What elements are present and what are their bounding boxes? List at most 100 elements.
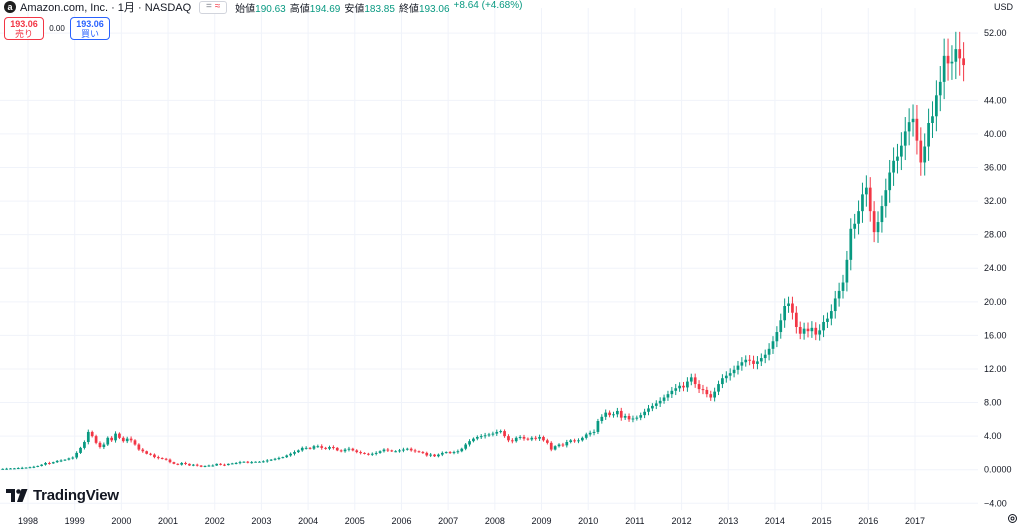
candle bbox=[670, 386, 674, 398]
candle bbox=[195, 463, 199, 467]
currency-label[interactable]: USD bbox=[994, 2, 1014, 12]
candle bbox=[141, 447, 145, 453]
candle bbox=[592, 429, 596, 436]
candle bbox=[588, 430, 592, 437]
candle-body bbox=[67, 458, 71, 460]
candle bbox=[363, 452, 366, 455]
price-axis[interactable]: 52.00 44.00 40.00 36.00 32.00 28.00 24.00 20.00… bbox=[984, 28, 1012, 508]
amazon-logo-icon[interactable]: a bbox=[4, 1, 16, 13]
candle bbox=[635, 415, 639, 421]
candle bbox=[903, 117, 907, 161]
candle bbox=[942, 38, 946, 100]
candle-body bbox=[440, 452, 444, 455]
candle-body bbox=[71, 457, 75, 459]
symbol-title[interactable]: Amazon.com, Inc. · 1月 · NASDAQ bbox=[20, 2, 192, 14]
x-tick-label: 1999 bbox=[65, 516, 85, 526]
candle-body bbox=[106, 437, 110, 445]
gear-icon[interactable] bbox=[1007, 513, 1018, 524]
candle bbox=[440, 451, 444, 457]
candle-body bbox=[829, 311, 833, 319]
candle-body bbox=[405, 448, 409, 450]
candle-body bbox=[153, 454, 156, 458]
candle-body bbox=[900, 145, 903, 157]
candle bbox=[226, 463, 230, 466]
candle-body bbox=[619, 410, 623, 418]
candle-body bbox=[693, 377, 697, 385]
candle-body bbox=[639, 415, 643, 418]
candle bbox=[207, 464, 211, 467]
candle-body bbox=[736, 365, 740, 370]
candle-body bbox=[1, 468, 5, 470]
candle bbox=[215, 463, 219, 466]
candle-body bbox=[483, 435, 487, 437]
candle-body bbox=[394, 451, 397, 453]
time-axis[interactable]: 1998 1999 2000 2001 2002 2003 2004 2005 2006 2007… bbox=[18, 516, 925, 526]
x-tick-label: 2005 bbox=[345, 516, 365, 526]
candle-body bbox=[849, 228, 853, 260]
candle-body bbox=[137, 444, 141, 450]
candle-body bbox=[437, 454, 440, 457]
high-label: 高値 bbox=[289, 3, 310, 15]
candle-body bbox=[226, 463, 230, 466]
candle bbox=[721, 374, 724, 389]
candle bbox=[802, 322, 806, 340]
candle bbox=[86, 429, 90, 445]
candle-body bbox=[596, 421, 600, 432]
candle-body bbox=[223, 464, 226, 466]
candle-body bbox=[888, 172, 892, 191]
candle-body bbox=[896, 156, 899, 161]
candle-body bbox=[429, 454, 433, 456]
candle bbox=[693, 373, 697, 388]
candle-body bbox=[16, 468, 20, 470]
tradingview-logo[interactable]: TradingView bbox=[6, 487, 119, 504]
candle-body bbox=[903, 131, 907, 146]
candle-body bbox=[378, 451, 382, 453]
candle bbox=[900, 132, 903, 171]
candle bbox=[79, 446, 82, 454]
candle-body bbox=[448, 452, 452, 454]
candle-body bbox=[495, 431, 499, 434]
candle bbox=[678, 382, 681, 392]
candle bbox=[713, 387, 716, 402]
candle-body bbox=[522, 436, 526, 439]
candle-body bbox=[145, 451, 149, 454]
candle-body bbox=[612, 414, 615, 416]
candle bbox=[172, 461, 176, 465]
buy-button[interactable]: 193.06 買い bbox=[70, 17, 110, 40]
candle bbox=[168, 458, 172, 464]
candle bbox=[324, 446, 327, 450]
candle bbox=[20, 466, 24, 470]
candle bbox=[569, 438, 573, 444]
compare-button[interactable]: = ≈ bbox=[199, 0, 228, 14]
candle bbox=[744, 355, 748, 367]
candle-body bbox=[872, 211, 876, 233]
candle-body bbox=[654, 403, 658, 406]
candle-body bbox=[188, 463, 191, 466]
x-tick-label: 2014 bbox=[765, 516, 785, 526]
candle bbox=[604, 409, 608, 420]
low-label: 安値 bbox=[344, 3, 365, 15]
candle-body bbox=[409, 448, 413, 451]
candle-body bbox=[759, 358, 763, 362]
candle bbox=[779, 313, 783, 339]
candle bbox=[230, 462, 234, 465]
candle bbox=[732, 365, 736, 378]
candle-body bbox=[293, 452, 296, 454]
candle-body bbox=[861, 194, 864, 212]
candle-body bbox=[857, 211, 860, 224]
x-tick-label: 2000 bbox=[111, 516, 131, 526]
candle bbox=[351, 447, 355, 452]
y-tick-label: 16.00 bbox=[984, 330, 1007, 340]
x-tick-label: 2016 bbox=[858, 516, 878, 526]
candle-body bbox=[600, 416, 604, 422]
candle-body bbox=[935, 95, 938, 117]
sell-button[interactable]: 193.06 売り bbox=[4, 17, 44, 40]
candle-body bbox=[203, 465, 207, 467]
candle bbox=[479, 434, 483, 439]
candle bbox=[787, 296, 790, 313]
candle bbox=[398, 448, 401, 453]
candle bbox=[857, 200, 860, 235]
candle bbox=[518, 435, 522, 440]
candle-body bbox=[530, 437, 534, 440]
